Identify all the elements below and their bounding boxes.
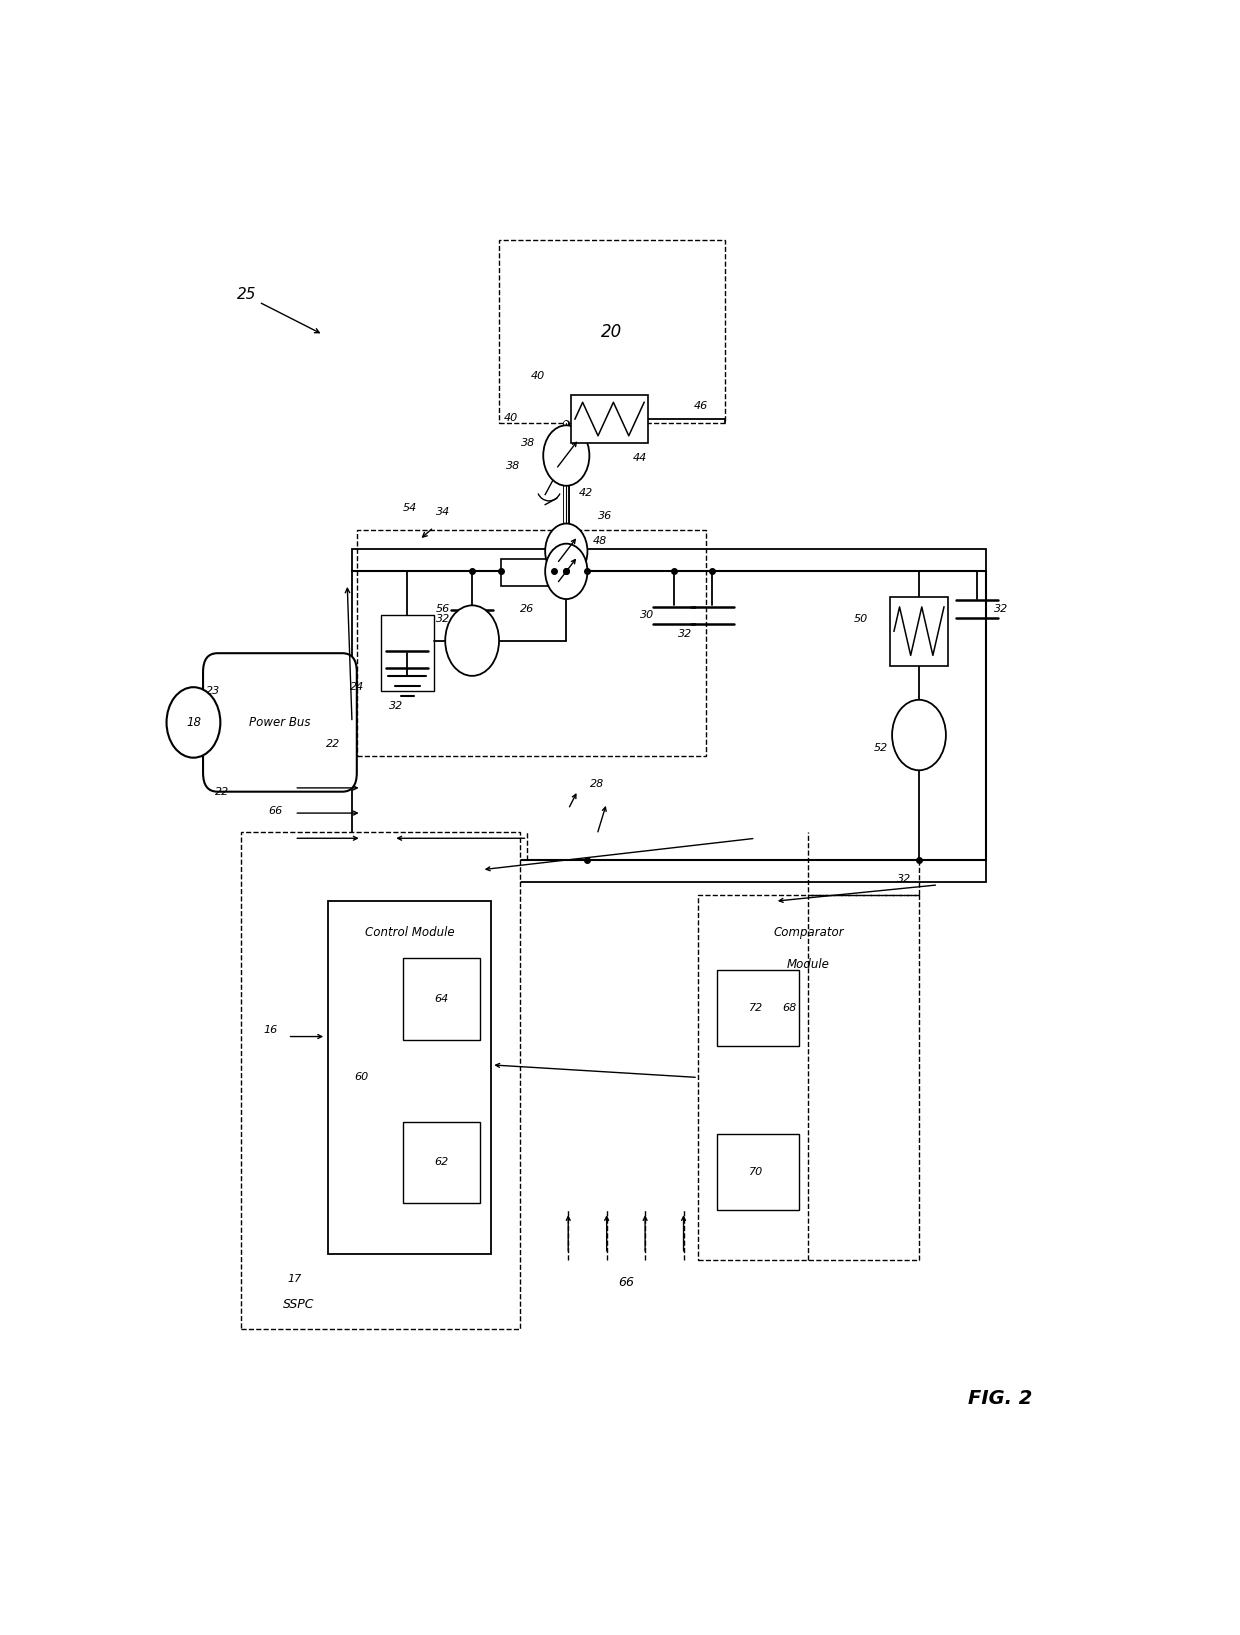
Text: 54: 54 — [403, 504, 417, 513]
Bar — [717, 971, 799, 1046]
Text: Control Module: Control Module — [365, 925, 455, 938]
Text: 22: 22 — [326, 739, 340, 749]
Circle shape — [546, 544, 588, 598]
Text: 17: 17 — [288, 1274, 301, 1283]
Circle shape — [892, 700, 946, 770]
Circle shape — [445, 605, 498, 675]
Text: R1: R1 — [600, 414, 614, 423]
Text: 30: 30 — [640, 610, 655, 620]
Text: 25: 25 — [237, 286, 255, 302]
Bar — [403, 958, 480, 1040]
Text: 64: 64 — [434, 994, 449, 1004]
Text: 20: 20 — [601, 322, 622, 340]
Text: 38: 38 — [521, 438, 534, 448]
Text: Module: Module — [787, 958, 830, 971]
Text: Comparator: Comparator — [774, 925, 843, 938]
Text: 52: 52 — [873, 742, 888, 752]
Bar — [381, 615, 434, 692]
Text: 18: 18 — [186, 716, 201, 729]
Text: 24: 24 — [350, 682, 363, 692]
Text: 22: 22 — [216, 786, 229, 796]
Text: SSPC: SSPC — [284, 1298, 315, 1311]
Text: 32: 32 — [898, 873, 911, 883]
Text: 62: 62 — [434, 1158, 449, 1167]
Bar — [498, 240, 725, 423]
Text: 70: 70 — [749, 1167, 763, 1177]
Text: 46: 46 — [693, 402, 708, 412]
Text: FIG. 2: FIG. 2 — [968, 1390, 1033, 1408]
Text: 32: 32 — [388, 701, 403, 711]
Bar — [698, 894, 919, 1261]
Text: 28: 28 — [590, 780, 604, 790]
Bar — [572, 396, 649, 443]
Text: 32: 32 — [993, 605, 1008, 615]
Text: Power Bus: Power Bus — [249, 716, 311, 729]
Text: 72: 72 — [749, 1004, 763, 1014]
Text: 56: 56 — [436, 605, 450, 615]
Text: 26: 26 — [521, 605, 534, 615]
Bar — [327, 901, 491, 1254]
Text: 42: 42 — [578, 489, 593, 499]
Bar — [890, 597, 947, 665]
Text: V: V — [466, 634, 477, 647]
Text: R2: R2 — [909, 626, 923, 636]
Text: 48: 48 — [593, 536, 608, 546]
Text: 50: 50 — [854, 613, 868, 623]
Text: 34: 34 — [436, 507, 450, 517]
Circle shape — [543, 425, 589, 486]
Text: 16: 16 — [263, 1025, 278, 1035]
Text: 66: 66 — [268, 806, 283, 816]
Text: 40: 40 — [531, 371, 544, 381]
Text: 38: 38 — [506, 461, 521, 471]
Bar — [501, 559, 554, 587]
Text: V: V — [914, 728, 924, 742]
Bar — [403, 1122, 480, 1203]
Text: 23: 23 — [206, 687, 219, 697]
Circle shape — [546, 523, 588, 579]
Text: 60: 60 — [355, 1073, 368, 1082]
Bar — [717, 1135, 799, 1210]
Text: 68: 68 — [782, 1004, 796, 1014]
Bar — [242, 832, 521, 1329]
Text: 36: 36 — [598, 512, 611, 522]
FancyBboxPatch shape — [203, 654, 357, 791]
Text: 32: 32 — [436, 615, 450, 625]
Circle shape — [166, 687, 221, 757]
Text: 40: 40 — [503, 412, 517, 423]
Text: 66: 66 — [618, 1277, 634, 1288]
Bar — [352, 549, 986, 883]
Bar — [357, 530, 706, 757]
Text: 32: 32 — [678, 629, 693, 639]
Text: 44: 44 — [634, 453, 647, 463]
